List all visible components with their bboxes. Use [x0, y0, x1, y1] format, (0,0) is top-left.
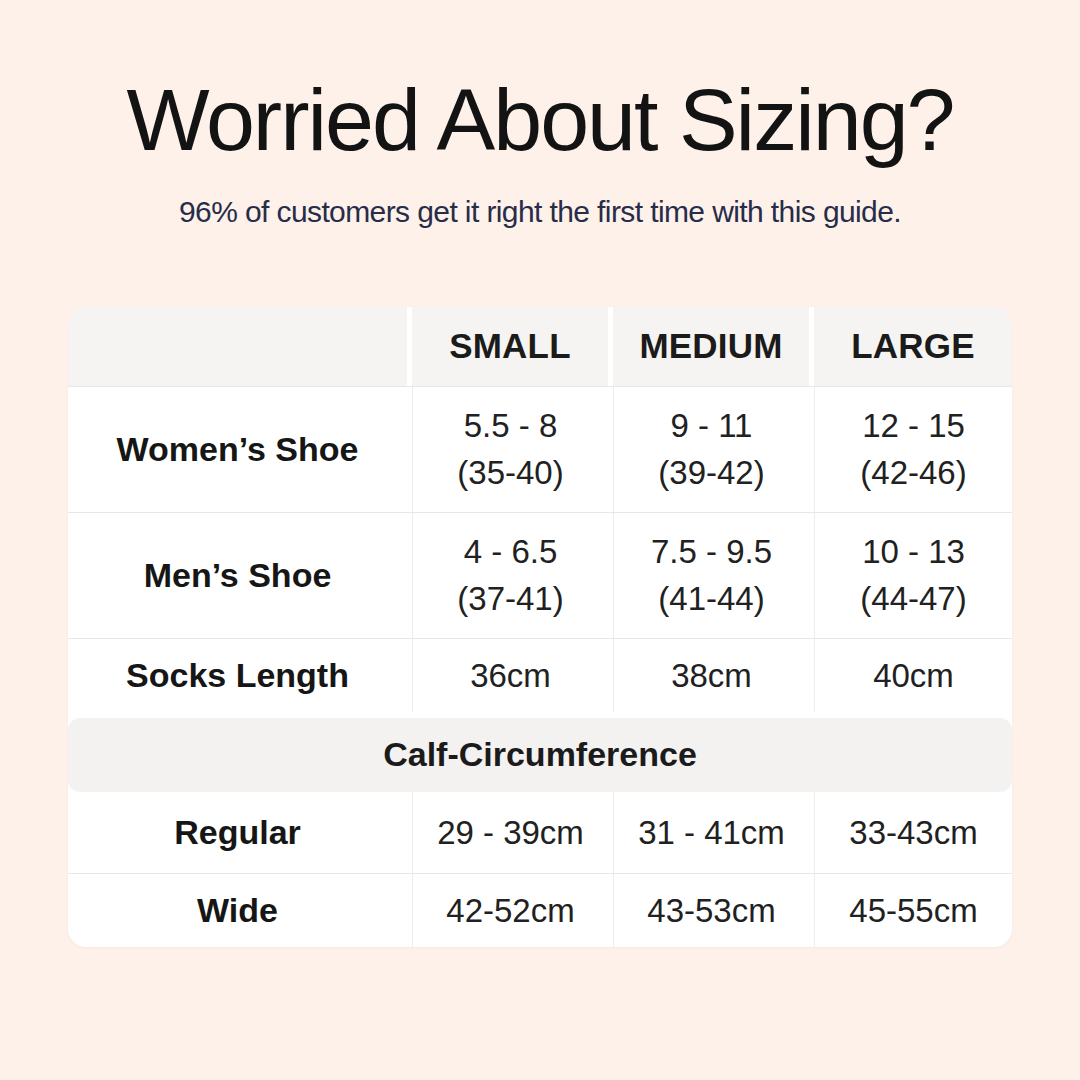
cell-line-eu-size: (44-47) — [860, 575, 966, 622]
cell-line-circumference: 42-52cm — [446, 887, 574, 934]
cell-socks-large: 40cm — [814, 639, 1012, 712]
cell-line-us-size: 5.5 - 8 — [464, 402, 558, 449]
table-header-row: SMALL MEDIUM LARGE — [68, 307, 1012, 386]
table-row-mens-shoe: Men’s Shoe 4 - 6.5 (37-41) 7.5 - 9.5 (41… — [68, 512, 1012, 638]
table-row-womens-shoe: Women’s Shoe 5.5 - 8 (35-40) 9 - 11 (39-… — [68, 386, 1012, 512]
cell-regular-large: 33-43cm — [814, 792, 1012, 873]
hero-section: Worried About Sizing? 96% of customers g… — [0, 0, 1080, 229]
cell-regular-small: 29 - 39cm — [412, 792, 608, 873]
table-row-wide-calf: Wide 42-52cm 43-53cm 45-55cm — [68, 873, 1012, 947]
cell-line-eu-size: (37-41) — [457, 575, 563, 622]
cell-line-eu-size: (39-42) — [658, 449, 764, 496]
header-cell-empty — [68, 307, 407, 386]
cell-line-circumference: 43-53cm — [647, 887, 775, 934]
page-subtitle: 96% of customers get it right the first … — [0, 195, 1080, 229]
cell-womens-small: 5.5 - 8 (35-40) — [412, 387, 608, 512]
cell-wide-small: 42-52cm — [412, 874, 608, 947]
header-cell-medium: MEDIUM — [613, 307, 809, 386]
cell-socks-small: 36cm — [412, 639, 608, 712]
cell-line-eu-size: (42-46) — [860, 449, 966, 496]
cell-mens-medium: 7.5 - 9.5 (41-44) — [613, 513, 809, 638]
cell-line-us-size: 7.5 - 9.5 — [651, 528, 772, 575]
cell-womens-medium: 9 - 11 (39-42) — [613, 387, 809, 512]
cell-line-us-size: 10 - 13 — [862, 528, 965, 575]
row-label-mens-shoe: Men’s Shoe — [68, 513, 407, 638]
cell-wide-medium: 43-53cm — [613, 874, 809, 947]
header-cell-large: LARGE — [814, 307, 1012, 386]
page-title: Worried About Sizing? — [0, 72, 1080, 169]
cell-womens-large: 12 - 15 (42-46) — [814, 387, 1012, 512]
header-cell-small: SMALL — [412, 307, 608, 386]
size-guide-table: SMALL MEDIUM LARGE Women’s Shoe 5.5 - 8 … — [68, 307, 1012, 947]
cell-line-circumference: 33-43cm — [849, 809, 977, 856]
cell-line-eu-size: (35-40) — [457, 449, 563, 496]
row-label-regular: Regular — [68, 792, 407, 873]
cell-line-us-size: 12 - 15 — [862, 402, 965, 449]
cell-line-us-size: 4 - 6.5 — [464, 528, 558, 575]
cell-line-circumference: 31 - 41cm — [638, 809, 785, 856]
row-label-womens-shoe: Women’s Shoe — [68, 387, 407, 512]
section-label: Calf-Circumference — [383, 735, 697, 774]
cell-line-length: 36cm — [470, 652, 551, 699]
cell-line-length: 40cm — [873, 652, 954, 699]
section-header-calf-circumference: Calf-Circumference — [68, 718, 1012, 792]
cell-line-eu-size: (41-44) — [658, 575, 764, 622]
cell-line-us-size: 9 - 11 — [671, 402, 753, 449]
cell-mens-large: 10 - 13 (44-47) — [814, 513, 1012, 638]
cell-mens-small: 4 - 6.5 (37-41) — [412, 513, 608, 638]
cell-line-circumference: 29 - 39cm — [437, 809, 584, 856]
row-label-socks-length: Socks Length — [68, 639, 407, 712]
table-row-socks-length: Socks Length 36cm 38cm 40cm — [68, 638, 1012, 712]
cell-line-length: 38cm — [671, 652, 752, 699]
row-label-wide: Wide — [68, 874, 407, 947]
cell-socks-medium: 38cm — [613, 639, 809, 712]
cell-line-circumference: 45-55cm — [849, 887, 977, 934]
cell-regular-medium: 31 - 41cm — [613, 792, 809, 873]
table-row-regular-calf: Regular 29 - 39cm 31 - 41cm 33-43cm — [68, 792, 1012, 873]
cell-wide-large: 45-55cm — [814, 874, 1012, 947]
